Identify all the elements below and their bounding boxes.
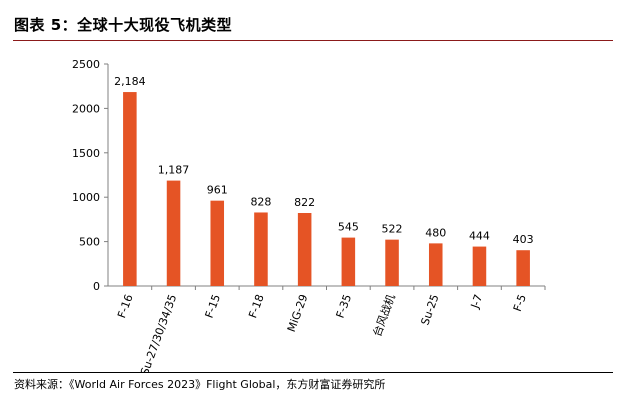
bar-value-label: 403 (513, 233, 534, 246)
y-tick-label: 500 (79, 236, 100, 249)
bar-value-label: 822 (294, 196, 315, 209)
category-label: F-35 (334, 293, 355, 320)
bar (297, 213, 312, 286)
bar (166, 180, 181, 286)
bar-value-label: 480 (425, 226, 446, 239)
bar (210, 200, 225, 286)
category-label: F-16 (115, 293, 136, 320)
category-label: J-7 (468, 293, 485, 311)
figure-title: 图表 5：全球十大现役飞机类型 (14, 16, 233, 34)
bar (516, 250, 530, 286)
y-tick-label: 2000 (72, 102, 100, 115)
category-label: F-18 (246, 293, 267, 320)
bar-value-label: 522 (382, 223, 403, 236)
bar (385, 239, 399, 286)
y-axis: 0 500 1000 1500 2000 2500 (72, 58, 109, 293)
source-divider (13, 372, 613, 373)
bar-value-label: 1,187 (158, 164, 190, 177)
bar (341, 237, 356, 286)
bar-value-label: 444 (469, 230, 490, 243)
bars (123, 92, 530, 287)
category-label: 台风战机 (370, 292, 398, 338)
category-label: MiG-29 (285, 293, 311, 334)
bar-chart: 0 500 1000 1500 2000 2500 2,184 1,187 961 828 822… (72, 58, 546, 372)
bar (428, 243, 443, 286)
bar-value-label: 961 (207, 184, 228, 197)
bar (472, 246, 487, 286)
category-label: F-5 (511, 293, 529, 314)
value-labels: 2,184 1,187 961 828 822 545 522 480 444 403 (114, 75, 534, 246)
bar-value-label: 545 (338, 221, 359, 234)
bar-value-label: 828 (250, 195, 271, 208)
title-underline (13, 40, 613, 41)
category-label: F-15 (203, 293, 224, 320)
y-tick-label: 0 (93, 280, 100, 293)
y-tick-label: 1500 (72, 147, 100, 160)
y-tick-label: 1000 (72, 191, 100, 204)
y-tick-label: 2500 (72, 58, 100, 71)
bar (254, 212, 268, 286)
category-labels: F-16 Su-27/30/34/35 F-15 F-18 MiG-29 F-35 台风战机… (115, 292, 529, 372)
bar (123, 92, 137, 287)
x-axis (108, 285, 546, 290)
category-label: Su-25 (418, 293, 441, 327)
source-note: 资料来源：《World Air Forces 2023》Flight Globa… (14, 378, 386, 391)
category-label: Su-27/30/34/35 (138, 293, 179, 372)
bar-value-label: 2,184 (114, 75, 146, 88)
